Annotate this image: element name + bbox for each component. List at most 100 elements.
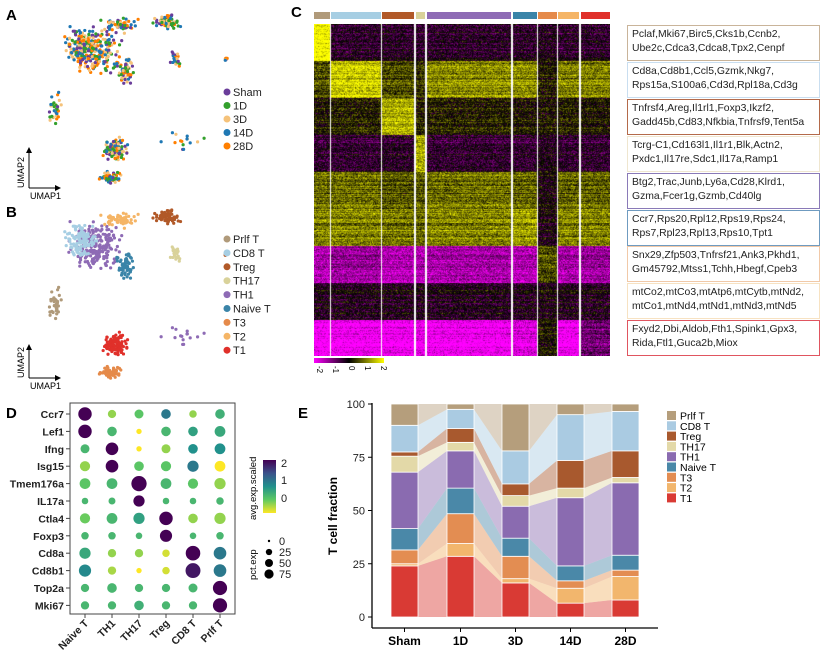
umap-point <box>122 31 126 35</box>
gene-block: Btg2,Trac,Junb,Ly6a,Cd28,Klrd1, Gzma,Fcer… <box>627 172 820 209</box>
heatmap <box>314 24 610 356</box>
legend-swatch <box>667 493 676 503</box>
umap-point <box>93 60 97 65</box>
umap-point <box>57 98 61 102</box>
umap-point <box>168 60 173 64</box>
umap-point <box>106 171 110 175</box>
dot-Cd8b1-CD8T <box>185 563 201 579</box>
umap-point <box>78 69 82 73</box>
heatmap-scale-tick: 0 <box>347 366 356 371</box>
dot-Ccr7-NaiveT <box>78 407 92 421</box>
umap-point <box>121 16 125 20</box>
umap-point <box>78 264 82 268</box>
gene-label: Ctla4 <box>38 513 64 525</box>
umap-point <box>124 17 128 21</box>
gene-block-line: Tnfrsf4,Areg,Il1rl1,Foxp3,Ikzf2, <box>632 102 775 114</box>
legend-swatch <box>223 346 231 354</box>
umap-point <box>97 372 102 376</box>
bar-segment-prlf-t <box>501 403 530 452</box>
umap-point <box>114 53 118 57</box>
umap-point <box>175 20 179 24</box>
umap-point <box>153 16 157 21</box>
umap-point <box>90 257 95 261</box>
celltype-label: CD8 T <box>169 617 199 647</box>
umap-point <box>164 21 168 26</box>
flow-band-treg <box>584 450 612 489</box>
dot-Ifng-NaiveT <box>80 444 90 454</box>
umap-point <box>153 211 157 216</box>
dot-Ctla4-PrlfT <box>214 512 226 525</box>
umap-point <box>104 235 108 240</box>
umap-point <box>91 224 95 228</box>
flow-band-t1 <box>584 599 612 617</box>
umap-point <box>114 371 118 376</box>
umap-point <box>100 176 104 180</box>
flow-band-t2 <box>529 578 557 604</box>
umap-point <box>118 65 122 69</box>
legend-label: T1 <box>233 345 246 357</box>
heatmap-group-bar <box>314 12 610 19</box>
umap-point <box>104 40 108 45</box>
umap-point <box>164 216 168 221</box>
panel-label-a: A <box>6 7 17 24</box>
umap-point <box>124 62 128 66</box>
celltype-label: Prlf T <box>199 617 227 645</box>
umap-point <box>90 55 94 59</box>
size-legend-tick: 50 <box>279 558 291 570</box>
umap-point <box>123 66 128 70</box>
umap-point <box>123 219 127 223</box>
umap-point <box>128 81 133 85</box>
umap-point <box>86 39 90 44</box>
umap-point <box>159 140 163 144</box>
umap-point <box>70 55 75 59</box>
umap-point <box>57 90 61 94</box>
legend-swatch <box>667 431 676 441</box>
bar-segment-naive-t <box>446 487 475 515</box>
heatmap-group-cd8-t <box>331 12 381 19</box>
umap-point <box>78 246 82 250</box>
umap-point <box>47 110 52 114</box>
umap-point <box>101 37 105 41</box>
legend-label: CD8 T <box>680 421 711 433</box>
legend-swatch <box>223 235 231 243</box>
umap-point <box>179 139 183 143</box>
umap-point <box>104 251 109 255</box>
heatmap-scale-tick: -2 <box>315 366 324 374</box>
dot-Tmem176a-NaiveT <box>79 478 91 489</box>
umap-point <box>50 290 54 294</box>
flow-band-th1 <box>529 497 557 566</box>
umap-point <box>72 253 76 257</box>
flow-band-naive-t <box>584 555 612 581</box>
umap-point <box>111 233 116 237</box>
umap-by-celltype <box>47 208 229 380</box>
umap-point <box>50 309 54 314</box>
flow-band-t2 <box>584 576 612 604</box>
size-legend-tick: 25 <box>279 547 291 559</box>
umap-point <box>151 216 155 220</box>
umap-point <box>100 224 104 228</box>
bar-segment-th17 <box>611 477 640 484</box>
umap-point <box>172 251 176 256</box>
dot-Isg15-Treg <box>160 461 172 472</box>
heatmap-group-naive-t <box>513 12 537 19</box>
bar-segment-th1 <box>446 450 475 489</box>
dot-Lef1-NaiveT <box>78 424 92 439</box>
umap-point <box>103 53 107 57</box>
celltype-legend: Prlf T CD8 T Treg TH17 TH1 Naive TT3 T2 T1 <box>223 234 271 357</box>
umap-point <box>176 59 180 63</box>
umap-point <box>109 175 113 179</box>
umap-point <box>115 61 119 66</box>
umap-point <box>170 131 175 135</box>
gene-block-line: Cd8a,Cd8b1,Ccl5,Gzmk,Nkg7, <box>632 65 775 77</box>
umap-point <box>131 266 135 270</box>
heatmap-group-t1 <box>581 12 610 19</box>
umap-point <box>124 253 128 257</box>
umap-point <box>116 350 120 354</box>
umap-point <box>116 337 120 341</box>
umap-point <box>69 47 73 51</box>
legend-label: Naive T <box>233 304 271 316</box>
umap-point <box>118 260 122 264</box>
bar-segment-prlf-t <box>556 403 585 416</box>
umap-point <box>115 244 119 249</box>
umap-point <box>195 140 200 144</box>
